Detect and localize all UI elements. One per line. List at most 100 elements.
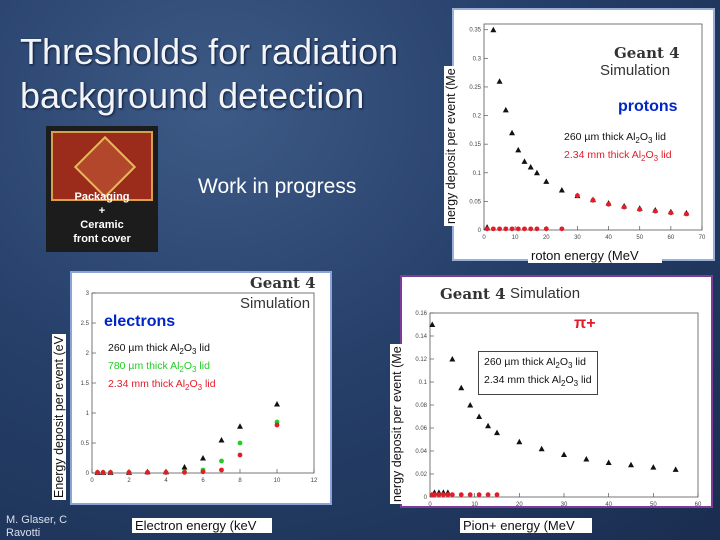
data-point-circle [445, 492, 451, 498]
data-point-triangle [274, 401, 280, 407]
electrons-plot-panel: 0 2 4 6 8 10 12 0 0.5 1 1.5 2 2.5 3 electrons 260 µm … [70, 271, 332, 505]
particle-label-electrons: electrons [104, 313, 176, 330]
y-tick-label: 0.3 [473, 56, 482, 62]
data-point-circle [219, 458, 224, 464]
data-point-circle [449, 492, 455, 498]
data-point-triangle [467, 402, 474, 408]
y-tick-label: 1.5 [81, 381, 90, 387]
x-tick-label: 10 [274, 478, 281, 484]
data-point-triangle [583, 456, 590, 462]
data-point-circle [200, 469, 206, 475]
data-point-circle [108, 470, 113, 475]
data-point-circle [100, 470, 106, 475]
data-point-circle [528, 226, 534, 232]
simulation-label-pions: Simulation [510, 285, 581, 302]
x-tick-label: 8 [238, 478, 242, 484]
data-point-circle [219, 467, 224, 473]
data-point-circle [432, 492, 437, 498]
footer-line-1: M. Glaser, C [6, 514, 68, 526]
data-point-circle [237, 440, 243, 446]
data-point-circle [476, 492, 482, 498]
data-point-circle [485, 492, 491, 498]
chip-caption-line: front cover [73, 233, 131, 245]
pions-x-axis-label: Pion+ energy (MeV [460, 518, 592, 533]
legend-protons: 260 µm thick Al2O3 lid 2.34 mm thick Al2… [564, 130, 672, 166]
data-point-circle [559, 226, 565, 232]
y-tick-label: 0.1 [419, 380, 428, 386]
y-tick-label: 0 [86, 471, 90, 477]
data-point-circle [490, 226, 496, 232]
data-point-triangle [476, 413, 483, 419]
data-point-triangle [672, 466, 679, 472]
x-tick-label: 0 [428, 502, 432, 506]
geant4-logo-electrons: Geant 4 [250, 274, 316, 292]
x-tick-label: 0 [482, 235, 486, 241]
electrons-x-axis-label: Electron energy (keV [132, 518, 272, 533]
data-point-triangle [538, 445, 545, 452]
legend-entry-thick: 2.34 mm thick Al2O3 lid [564, 149, 672, 164]
work-in-progress-text: Work in progress [198, 175, 357, 198]
x-tick-label: 30 [574, 235, 581, 241]
y-tick-label: 0.1 [473, 171, 482, 177]
data-point-triangle [490, 26, 497, 33]
y-tick-label: 0.06 [415, 426, 427, 432]
data-point-circle [484, 226, 490, 232]
x-tick-label: 20 [543, 235, 550, 241]
data-point-circle [503, 226, 509, 232]
x-tick-label: 70 [699, 235, 706, 241]
data-point-triangle [502, 106, 509, 113]
legend-entry-thick: 2.34 mm thick Al2O3 lid [108, 378, 216, 393]
x-tick-label: 2 [127, 478, 131, 484]
data-point-triangle [237, 423, 243, 429]
data-point-triangle [521, 158, 528, 164]
particle-label-pions: π+ [574, 315, 596, 332]
data-point-circle [441, 492, 446, 498]
data-point-triangle [558, 186, 565, 193]
chip-caption-line: + [98, 205, 106, 217]
y-tick-label: 2.5 [81, 321, 90, 327]
data-point-circle [652, 208, 658, 214]
simulation-label-protons: Simulation [600, 62, 671, 79]
plot-frame [483, 23, 703, 231]
data-point-circle [590, 197, 596, 203]
legend-entry-thin: 260 µm thick Al2O3 lid [564, 131, 666, 146]
data-point-triangle [218, 437, 225, 443]
x-tick-label: 20 [516, 502, 523, 506]
x-tick-label: 6 [201, 478, 205, 484]
data-point-circle [458, 492, 464, 498]
legend-entry-thin: 260 µm thick Al2O3 lid [484, 356, 586, 371]
x-tick-label: 60 [695, 502, 702, 506]
y-tick-label: 0.35 [469, 28, 481, 34]
y-tick-label: 0.5 [81, 441, 90, 447]
protons-plot-panel: 0 10 20 30 40 50 60 70 0 0.05 0.1 0.15 0.2 0.25 0.3 0.3… [452, 8, 715, 261]
x-tick-label: 10 [512, 235, 519, 241]
data-point-circle [684, 211, 689, 217]
y-tick-label: 0.15 [469, 142, 481, 148]
pions-y-axis-label: nergy deposit per event (Me [390, 344, 404, 504]
x-tick-label: 12 [311, 478, 318, 484]
data-point-circle [621, 204, 627, 210]
data-point-circle [522, 226, 527, 232]
data-point-triangle [429, 321, 436, 327]
protons-plot: 0 10 20 30 40 50 60 70 0 0.05 0.1 0.15 0.2 0.25 0.3 0.3… [469, 23, 706, 241]
protons-y-axis-label: nergy deposit per event (Me [444, 66, 458, 226]
data-point-triangle [181, 464, 188, 470]
pions-plot-panel: 0 10 20 30 40 50 60 0 0.02 0.04 0.06 0.08 0.1 0.12 0.1… [400, 275, 713, 508]
data-point-triangle [515, 146, 522, 153]
data-point-triangle [458, 384, 465, 391]
data-point-circle [534, 226, 540, 232]
data-point-circle [606, 201, 611, 207]
data-point-triangle [543, 178, 550, 184]
pions-plot: 0 10 20 30 40 50 60 0 0.02 0.04 0.06 0.08 0.1 0.12 0.1… [415, 311, 702, 506]
data-point-triangle [494, 429, 500, 436]
data-point-circle [497, 226, 502, 232]
electrons-plot: 0 2 4 6 8 10 12 0 0.5 1 1.5 2 2.5 3 [81, 291, 318, 484]
data-point-circle [509, 226, 515, 232]
title-line-2: background detection [20, 75, 365, 116]
electrons-y-axis-label: Energy deposit per event (eV [52, 334, 66, 500]
x-tick-label: 4 [164, 478, 168, 484]
data-point-triangle [485, 422, 492, 429]
title-line-1: Thresholds for radiation [20, 31, 399, 72]
data-point-triangle [200, 455, 206, 461]
slide-title: Thresholds for radiation background dete… [20, 30, 430, 118]
